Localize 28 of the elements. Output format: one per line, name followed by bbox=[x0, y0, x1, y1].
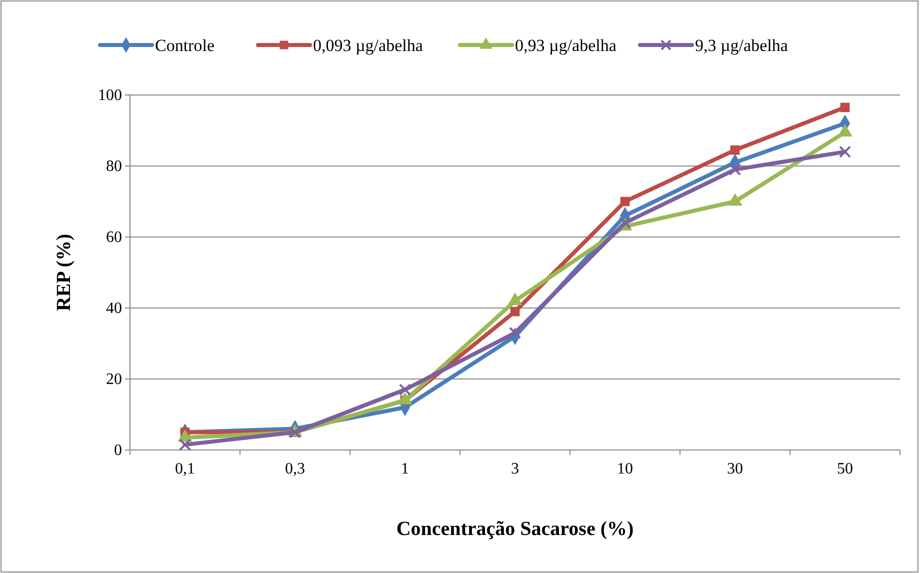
y-tick-label: 60 bbox=[106, 229, 122, 246]
point bbox=[838, 146, 852, 158]
legend-label: Controle bbox=[155, 36, 214, 55]
y-axis-title: REP (%) bbox=[53, 234, 75, 312]
x-tick-label: 0,1 bbox=[175, 460, 195, 478]
x-axis-title: Concentração Sacarose (%) bbox=[396, 518, 634, 540]
legend-label: 0,093 µg/abelha bbox=[313, 36, 424, 55]
x-tick-label: 30 bbox=[727, 460, 743, 478]
x-tick-label: 10 bbox=[617, 460, 633, 478]
y-tick-label: 40 bbox=[106, 300, 122, 318]
legend-label: 9,3 µg/abelha bbox=[695, 36, 788, 55]
point bbox=[728, 163, 742, 176]
y-tick-label: 20 bbox=[106, 371, 122, 388]
y-tick-label: 80 bbox=[106, 158, 122, 176]
point bbox=[178, 438, 192, 451]
x-tick-label: 50 bbox=[837, 460, 853, 478]
point bbox=[398, 384, 412, 396]
legend-label: 0,93 µg/abelha bbox=[515, 36, 617, 55]
point bbox=[510, 306, 520, 316]
point bbox=[620, 196, 630, 206]
point bbox=[840, 102, 850, 112]
y-tick-label: 100 bbox=[98, 87, 122, 104]
x-tick-label: 1 bbox=[401, 460, 409, 478]
point bbox=[508, 326, 522, 339]
y-tick-label: 0 bbox=[114, 442, 122, 460]
x-tick-label: 0,3 bbox=[285, 460, 305, 478]
point bbox=[730, 145, 740, 155]
x-tick-label: 3 bbox=[511, 460, 519, 478]
